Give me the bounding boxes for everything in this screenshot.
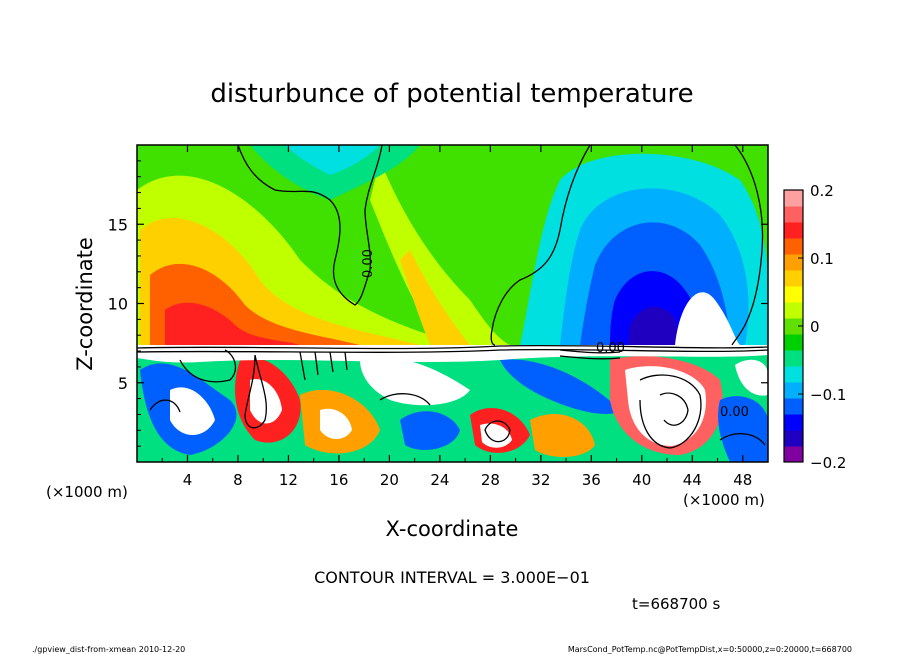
footer-right: MarsCond_PotTemp.nc@PotTempDist,x=0:5000… <box>568 645 852 654</box>
lower-patch-2 <box>170 387 215 435</box>
colorbar-swatch-7 <box>784 334 803 351</box>
cold-plume-right-deep <box>628 306 680 345</box>
zero-contour-far-right <box>731 145 764 346</box>
x-tick-label-9: 40 <box>632 471 651 489</box>
plot-area: 0.00 0.00 0.00 <box>137 145 768 462</box>
turbulent-contour-5 <box>639 374 702 449</box>
colorbar-tick-label-0: 0.2 <box>810 182 834 200</box>
turbulent-contour-1 <box>179 349 237 383</box>
turbulent-contour-9 <box>379 393 431 406</box>
x-tick-label-0: 4 <box>183 471 193 489</box>
turbulent-contour-4 <box>484 420 511 443</box>
y-tick-label-0: 5 <box>118 374 128 393</box>
lower-patch-6 <box>320 408 352 439</box>
x-axis: 4 8 12 16 20 24 28 32 36 40 44 48 <box>161 145 752 489</box>
colorbar-swatch-2 <box>784 414 803 431</box>
turbulent-contour-10 <box>719 433 766 446</box>
contour-label-1: 0.00 <box>361 249 376 278</box>
x-tick-label-6: 28 <box>481 471 500 489</box>
x-axis-label: X-coordinate <box>386 517 519 541</box>
x-tick-label-3: 16 <box>329 471 348 489</box>
lower-patch-8 <box>400 411 460 450</box>
warm-band-center-core <box>400 250 470 345</box>
x-tick-label-2: 12 <box>279 471 298 489</box>
lower-patch-10 <box>480 423 512 448</box>
colorbar-swatch-12 <box>784 254 803 271</box>
warm-spot-right <box>675 292 740 345</box>
lower-turbulent-layer <box>137 345 768 462</box>
chart-title: disturbunce of potential temperature <box>210 79 693 109</box>
cold-plume-top-core <box>285 145 380 175</box>
colorbar-swatch-15 <box>784 206 803 223</box>
colorbar-swatch-16 <box>784 190 803 207</box>
colorbar-swatch-8 <box>784 318 803 335</box>
turbulent-contour-7 <box>559 349 621 360</box>
x-tick-label-11: 48 <box>733 471 752 489</box>
y-axis: 5 10 15 <box>108 160 768 447</box>
x-tick-label-8: 36 <box>582 471 601 489</box>
colorbar-tick-label-2: 0 <box>810 318 820 336</box>
lower-patch-11 <box>500 359 620 415</box>
colorbar-tick-label-4: −0.2 <box>810 454 846 472</box>
warm-plume-left-max <box>165 302 300 345</box>
colorbar-swatch-13 <box>784 238 803 255</box>
lower-patch-7 <box>360 357 470 406</box>
contour-lines <box>137 145 768 449</box>
colorbar-swatch-3 <box>784 398 803 415</box>
time-label: t=668700 s <box>632 595 720 613</box>
zero-contour-left <box>237 145 383 306</box>
lower-band-top <box>137 345 768 363</box>
lower-patch-16 <box>735 359 768 396</box>
x-tick-label-7: 32 <box>531 471 550 489</box>
contour-label-3: 0.00 <box>720 405 749 420</box>
turbulent-contour-6 <box>659 392 689 426</box>
y-axis-label: Z-coordinate <box>73 237 97 371</box>
footer-left: ./gpview_dist-from-xmean 2010-12-20 <box>32 645 185 654</box>
upper-layer-fields <box>137 145 768 345</box>
lower-patch-14 <box>625 366 706 446</box>
contour-interval-label: CONTOUR INTERVAL = 3.000E−01 <box>314 568 590 587</box>
x-tick-label-10: 44 <box>683 471 702 489</box>
turbulent-contour-8 <box>149 399 181 413</box>
colorbar-swatch-0 <box>784 446 803 463</box>
colorbar-swatch-1 <box>784 430 803 447</box>
lower-patch-15 <box>718 396 768 462</box>
turbulent-contour-3 <box>299 351 348 381</box>
colorbar-swatch-6 <box>784 350 803 367</box>
x-axis-unit-left: (×1000 m) <box>46 483 128 501</box>
colorbar-swatch-9 <box>784 302 803 319</box>
lower-patch-12 <box>530 414 595 457</box>
colorbar-swatch-5 <box>784 366 803 383</box>
x-tick-label-5: 24 <box>430 471 449 489</box>
colorbar-tick-label-3: −0.1 <box>810 386 846 404</box>
colorbar: 0.2 0.1 0 −0.1 −0.2 <box>783 182 846 472</box>
colorbar-swatch-11 <box>784 270 803 287</box>
y-tick-label-1: 10 <box>108 295 128 314</box>
y-tick-label-2: 15 <box>108 215 128 234</box>
zero-contour-right <box>490 145 591 346</box>
contour-label-2: 0.00 <box>596 341 625 356</box>
turbulent-contour-2 <box>244 354 267 429</box>
colorbar-swatch-10 <box>784 286 803 303</box>
layer-top-contours <box>137 344 768 350</box>
colorbar-tick-label-1: 0.1 <box>810 250 834 268</box>
layer-top-contours-2 <box>137 348 768 353</box>
x-tick-label-1: 8 <box>233 471 243 489</box>
colorbar-swatch-4 <box>784 382 803 399</box>
x-axis-unit-right: (×1000 m) <box>683 491 765 509</box>
x-tick-label-4: 20 <box>380 471 399 489</box>
colorbar-swatch-14 <box>784 222 803 239</box>
